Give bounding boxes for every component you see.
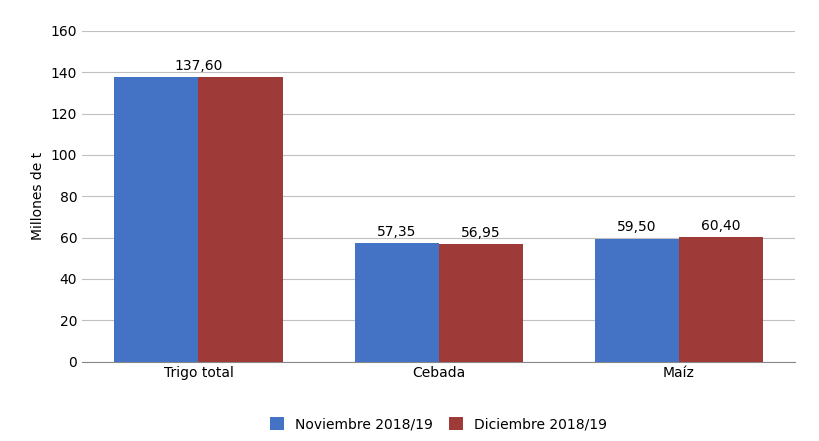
Text: 60,40: 60,40 xyxy=(700,219,740,232)
Bar xyxy=(354,243,438,362)
Legend: Noviembre 2018/19, Diciembre 2018/19: Noviembre 2018/19, Diciembre 2018/19 xyxy=(264,411,613,437)
Text: 137,60: 137,60 xyxy=(174,59,223,73)
Text: 57,35: 57,35 xyxy=(377,225,416,239)
Bar xyxy=(198,77,283,362)
Bar xyxy=(594,239,678,362)
Y-axis label: Millones de t: Millones de t xyxy=(31,152,45,240)
Bar xyxy=(115,77,198,362)
Bar xyxy=(678,237,762,362)
Text: 56,95: 56,95 xyxy=(460,226,500,240)
Bar xyxy=(438,244,523,362)
Text: 59,50: 59,50 xyxy=(617,220,656,235)
